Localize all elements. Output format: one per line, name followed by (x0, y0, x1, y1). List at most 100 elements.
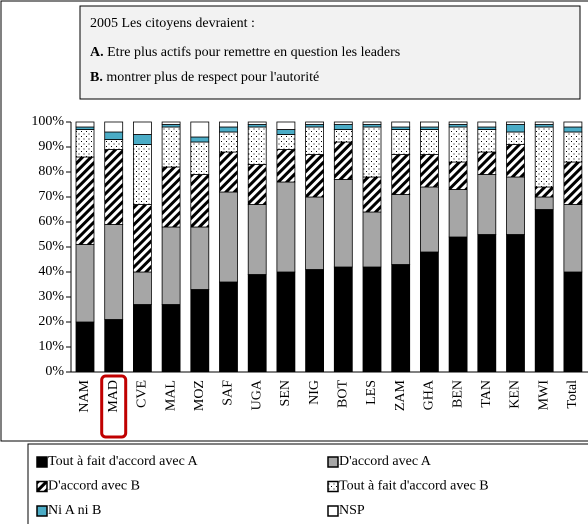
y-tick-label: 30% (38, 289, 64, 304)
bar-segment (419, 251, 439, 373)
legend-box (27, 443, 588, 524)
bar-segment (219, 126, 238, 133)
bar-segment (190, 289, 210, 373)
bar-segment (161, 304, 181, 373)
bar-segment (132, 121, 152, 135)
bar-segment (276, 129, 296, 135)
bar-segment (391, 121, 411, 128)
bar-segment (534, 209, 554, 373)
bar-segment (448, 236, 468, 373)
bar-segment (132, 271, 152, 305)
bar-segment (563, 126, 583, 133)
legend-marker (36, 456, 48, 468)
bar-segment (219, 131, 238, 153)
legend-label: NSP (339, 503, 365, 518)
bar-segment (391, 154, 411, 195)
bar-segment (132, 204, 152, 273)
legend-marker (327, 480, 339, 493)
x-tick-label: UGA (249, 379, 264, 410)
statement-key: A. (90, 45, 104, 60)
bar-segment (75, 244, 95, 323)
bar-segment (534, 126, 554, 188)
legend-label: D'accord avec A (339, 454, 432, 469)
bar-segment (276, 134, 296, 150)
legend-label: D'accord avec B (48, 479, 140, 494)
bar-segment (219, 151, 238, 193)
legend-label: Ni A ni B (48, 503, 101, 518)
bar-segment (305, 121, 325, 125)
bar-segment (333, 179, 353, 268)
bar-segment (132, 134, 152, 145)
y-tick-label: 20% (38, 314, 64, 329)
x-tick-label: SEN (278, 380, 293, 406)
bar-segment (190, 136, 210, 143)
bar-segment (190, 121, 210, 138)
bar-segment (362, 176, 382, 213)
statement: A. Etre plus actifs pour remettre en que… (90, 45, 400, 60)
bar-segment (190, 174, 210, 228)
bar-segment (477, 234, 497, 373)
y-tick-label: 50% (38, 239, 64, 254)
x-tick-label: CVE (135, 380, 150, 408)
bar-segment (75, 156, 95, 245)
y-tick-label: 100% (31, 114, 64, 129)
statement: B. montrer plus de respect pour l'autori… (90, 70, 319, 85)
x-tick-label: LES (364, 380, 379, 405)
x-tick-label: MWI (536, 380, 551, 411)
bar-segment (132, 304, 152, 373)
bar-segment (419, 154, 439, 188)
x-tick-label: SAF (221, 380, 236, 406)
bar-segment (276, 271, 296, 373)
statement-text: montrer plus de respect pour l'autorité (106, 70, 319, 85)
title-box (79, 5, 581, 100)
bar-segment (477, 121, 497, 128)
bar-segment (448, 121, 468, 125)
x-tick-label: MAL (163, 380, 178, 411)
bar-segment (219, 281, 238, 373)
bar-segment (247, 274, 267, 373)
bar-segment (563, 121, 583, 128)
bar-segment (448, 161, 468, 190)
y-tick-label: 0% (45, 364, 64, 379)
bar-segment (276, 149, 296, 183)
statement-key: B. (90, 70, 103, 85)
bar-segment (190, 141, 210, 175)
bar-segment (563, 271, 583, 373)
bar-segment (448, 189, 468, 238)
bar-segment (305, 269, 325, 373)
bar-segment (247, 121, 267, 125)
bar-segment (75, 321, 95, 373)
bar-segment (362, 211, 382, 268)
bar-segment (333, 266, 353, 373)
bar-segment (75, 121, 95, 128)
bar-segment (563, 131, 583, 163)
y-tick-label: 90% (38, 139, 64, 154)
bar-segment (391, 194, 411, 265)
bar-segment (506, 131, 525, 145)
x-tick-label: ZAM (393, 379, 408, 411)
bar-segment (333, 121, 353, 125)
bar-segment (534, 196, 554, 210)
bar-segment (276, 181, 296, 273)
bar-segment (104, 139, 124, 150)
bar-segment (305, 196, 325, 270)
chart-frame (0, 0, 588, 442)
bar-segment (104, 224, 124, 320)
bar-segment (563, 161, 583, 205)
bar-segment (305, 154, 325, 198)
bar-segment (104, 121, 124, 133)
bar-segment (75, 129, 95, 158)
bar-segment (276, 121, 296, 130)
legend-marker (36, 480, 48, 493)
x-tick-label: BOT (336, 380, 351, 408)
bar-segment (419, 186, 439, 253)
x-tick-label: Total (565, 380, 580, 409)
legend-marker (36, 505, 48, 517)
bar-segment (161, 166, 181, 228)
legend-label: Tout à fait d'accord avec A (48, 454, 199, 469)
x-tick-label: GHA (422, 379, 437, 410)
bar-segment (190, 226, 210, 290)
bar-segment (104, 131, 124, 140)
y-tick-label: 80% (38, 164, 64, 179)
